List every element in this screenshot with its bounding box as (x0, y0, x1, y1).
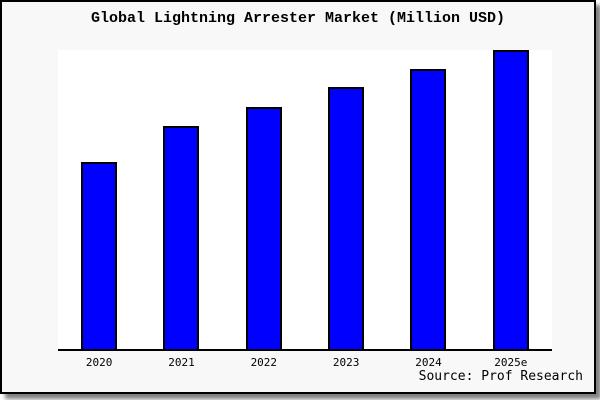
x-axis-ticks: 2020 2021 2022 2023 2024 2025e (58, 353, 552, 369)
x-tick-label: 2023 (332, 356, 360, 369)
bar-slot (470, 50, 552, 349)
bar-slot (223, 50, 305, 349)
x-tick-label: 2025e (494, 356, 528, 369)
chart-card: Global Lightning Arrester Market (Millio… (0, 0, 596, 394)
chart-title: Global Lightning Arrester Market (Millio… (90, 10, 506, 27)
bar-slot (140, 50, 222, 349)
bar-slot (58, 50, 140, 349)
bar-2020 (81, 162, 118, 349)
bar-2021 (163, 126, 200, 349)
bar-2023 (328, 87, 365, 349)
bar-slot (305, 50, 387, 349)
bar-slot (387, 50, 469, 349)
x-tick-label: 2020 (85, 356, 113, 369)
bar-2025e (492, 50, 529, 349)
bar-2024 (410, 69, 447, 349)
x-tick-label: 2021 (168, 356, 195, 369)
x-tick-label: 2022 (250, 356, 278, 369)
plot-area (58, 50, 552, 351)
x-tick-label: 2024 (415, 356, 442, 369)
source-credit: Source: Prof Research (418, 369, 583, 384)
bar-2022 (245, 106, 282, 349)
